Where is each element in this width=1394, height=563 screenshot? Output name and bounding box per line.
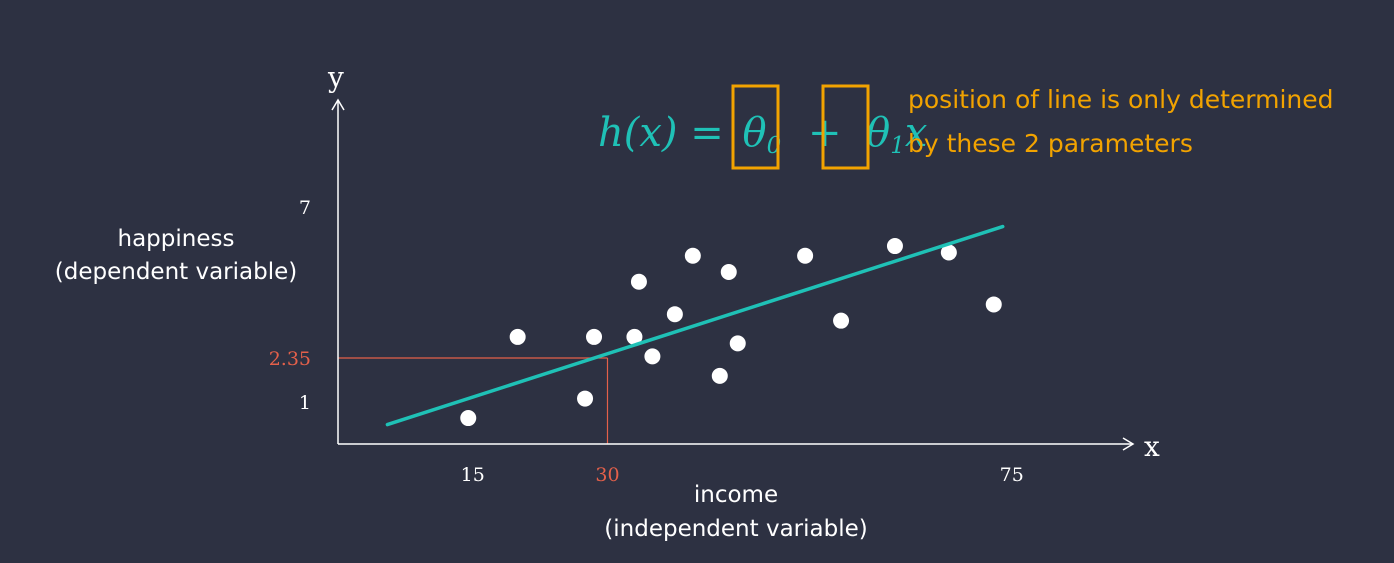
scatter-point bbox=[886, 238, 903, 255]
scatter-point bbox=[985, 296, 1002, 313]
scatter-point bbox=[577, 390, 594, 407]
annotation-line-2: by these 2 parameters bbox=[908, 129, 1193, 158]
y-axis-subtitle: (dependent variable) bbox=[55, 259, 297, 285]
x-axis-arrowhead bbox=[1122, 437, 1135, 451]
scatter-point bbox=[586, 328, 603, 345]
regression-line bbox=[385, 224, 1005, 427]
formula-lhs: h(x) = bbox=[598, 110, 724, 156]
y-tick-label: 2.35 bbox=[269, 348, 311, 370]
scatter-point bbox=[460, 410, 477, 427]
annotation-line-1: position of line is only determined bbox=[908, 85, 1334, 114]
x-tick-label: 75 bbox=[1000, 464, 1024, 486]
scatter-point bbox=[797, 247, 814, 264]
x-axis-title: income bbox=[694, 482, 778, 508]
formula-theta1-subscript: 1 bbox=[890, 133, 905, 159]
scatter-point bbox=[509, 328, 526, 345]
formula-theta0: θ bbox=[742, 110, 766, 156]
scatter-point bbox=[644, 348, 661, 365]
scatter-point bbox=[630, 273, 647, 290]
x-tick-label: 15 bbox=[461, 464, 485, 486]
formula-text: h(x) = θ0 + θ1x bbox=[598, 110, 927, 163]
hypothesis-formula: h(x) = θ0 + θ1x bbox=[598, 84, 927, 170]
y-axis-letter: y bbox=[327, 61, 344, 94]
y-tick-label: 7 bbox=[299, 197, 311, 219]
axis-labels: income (independent variable) happiness … bbox=[55, 226, 868, 542]
scatter-point bbox=[684, 247, 701, 264]
y-tick-label: 1 bbox=[299, 392, 311, 414]
theta1-highlight-box bbox=[821, 84, 870, 170]
scatter-point bbox=[666, 306, 683, 323]
y-axis-title: happiness bbox=[118, 226, 235, 252]
axes: x y bbox=[327, 61, 1160, 463]
scatter-point bbox=[940, 244, 957, 261]
highlight-guides bbox=[338, 357, 609, 444]
scatter-point bbox=[720, 264, 737, 280]
scatter-point bbox=[729, 335, 746, 352]
parameter-annotation: position of line is only determined by t… bbox=[908, 85, 1334, 158]
x-axis-subtitle: (independent variable) bbox=[604, 516, 867, 542]
formula-plus: + bbox=[808, 110, 842, 156]
formula-theta1: θ bbox=[866, 110, 890, 156]
formula-x: x bbox=[905, 110, 928, 156]
theta0-highlight-box bbox=[731, 84, 780, 170]
scatter-point bbox=[833, 312, 850, 329]
x-axis-letter: x bbox=[1144, 430, 1160, 463]
scatter-point bbox=[626, 328, 643, 345]
data-points bbox=[460, 238, 1002, 427]
scatter-point bbox=[711, 367, 728, 384]
y-axis-arrowhead bbox=[331, 98, 345, 111]
tick-labels: 15 30 75 7 2.35 1 bbox=[269, 197, 1024, 486]
x-tick-label: 30 bbox=[595, 464, 619, 486]
